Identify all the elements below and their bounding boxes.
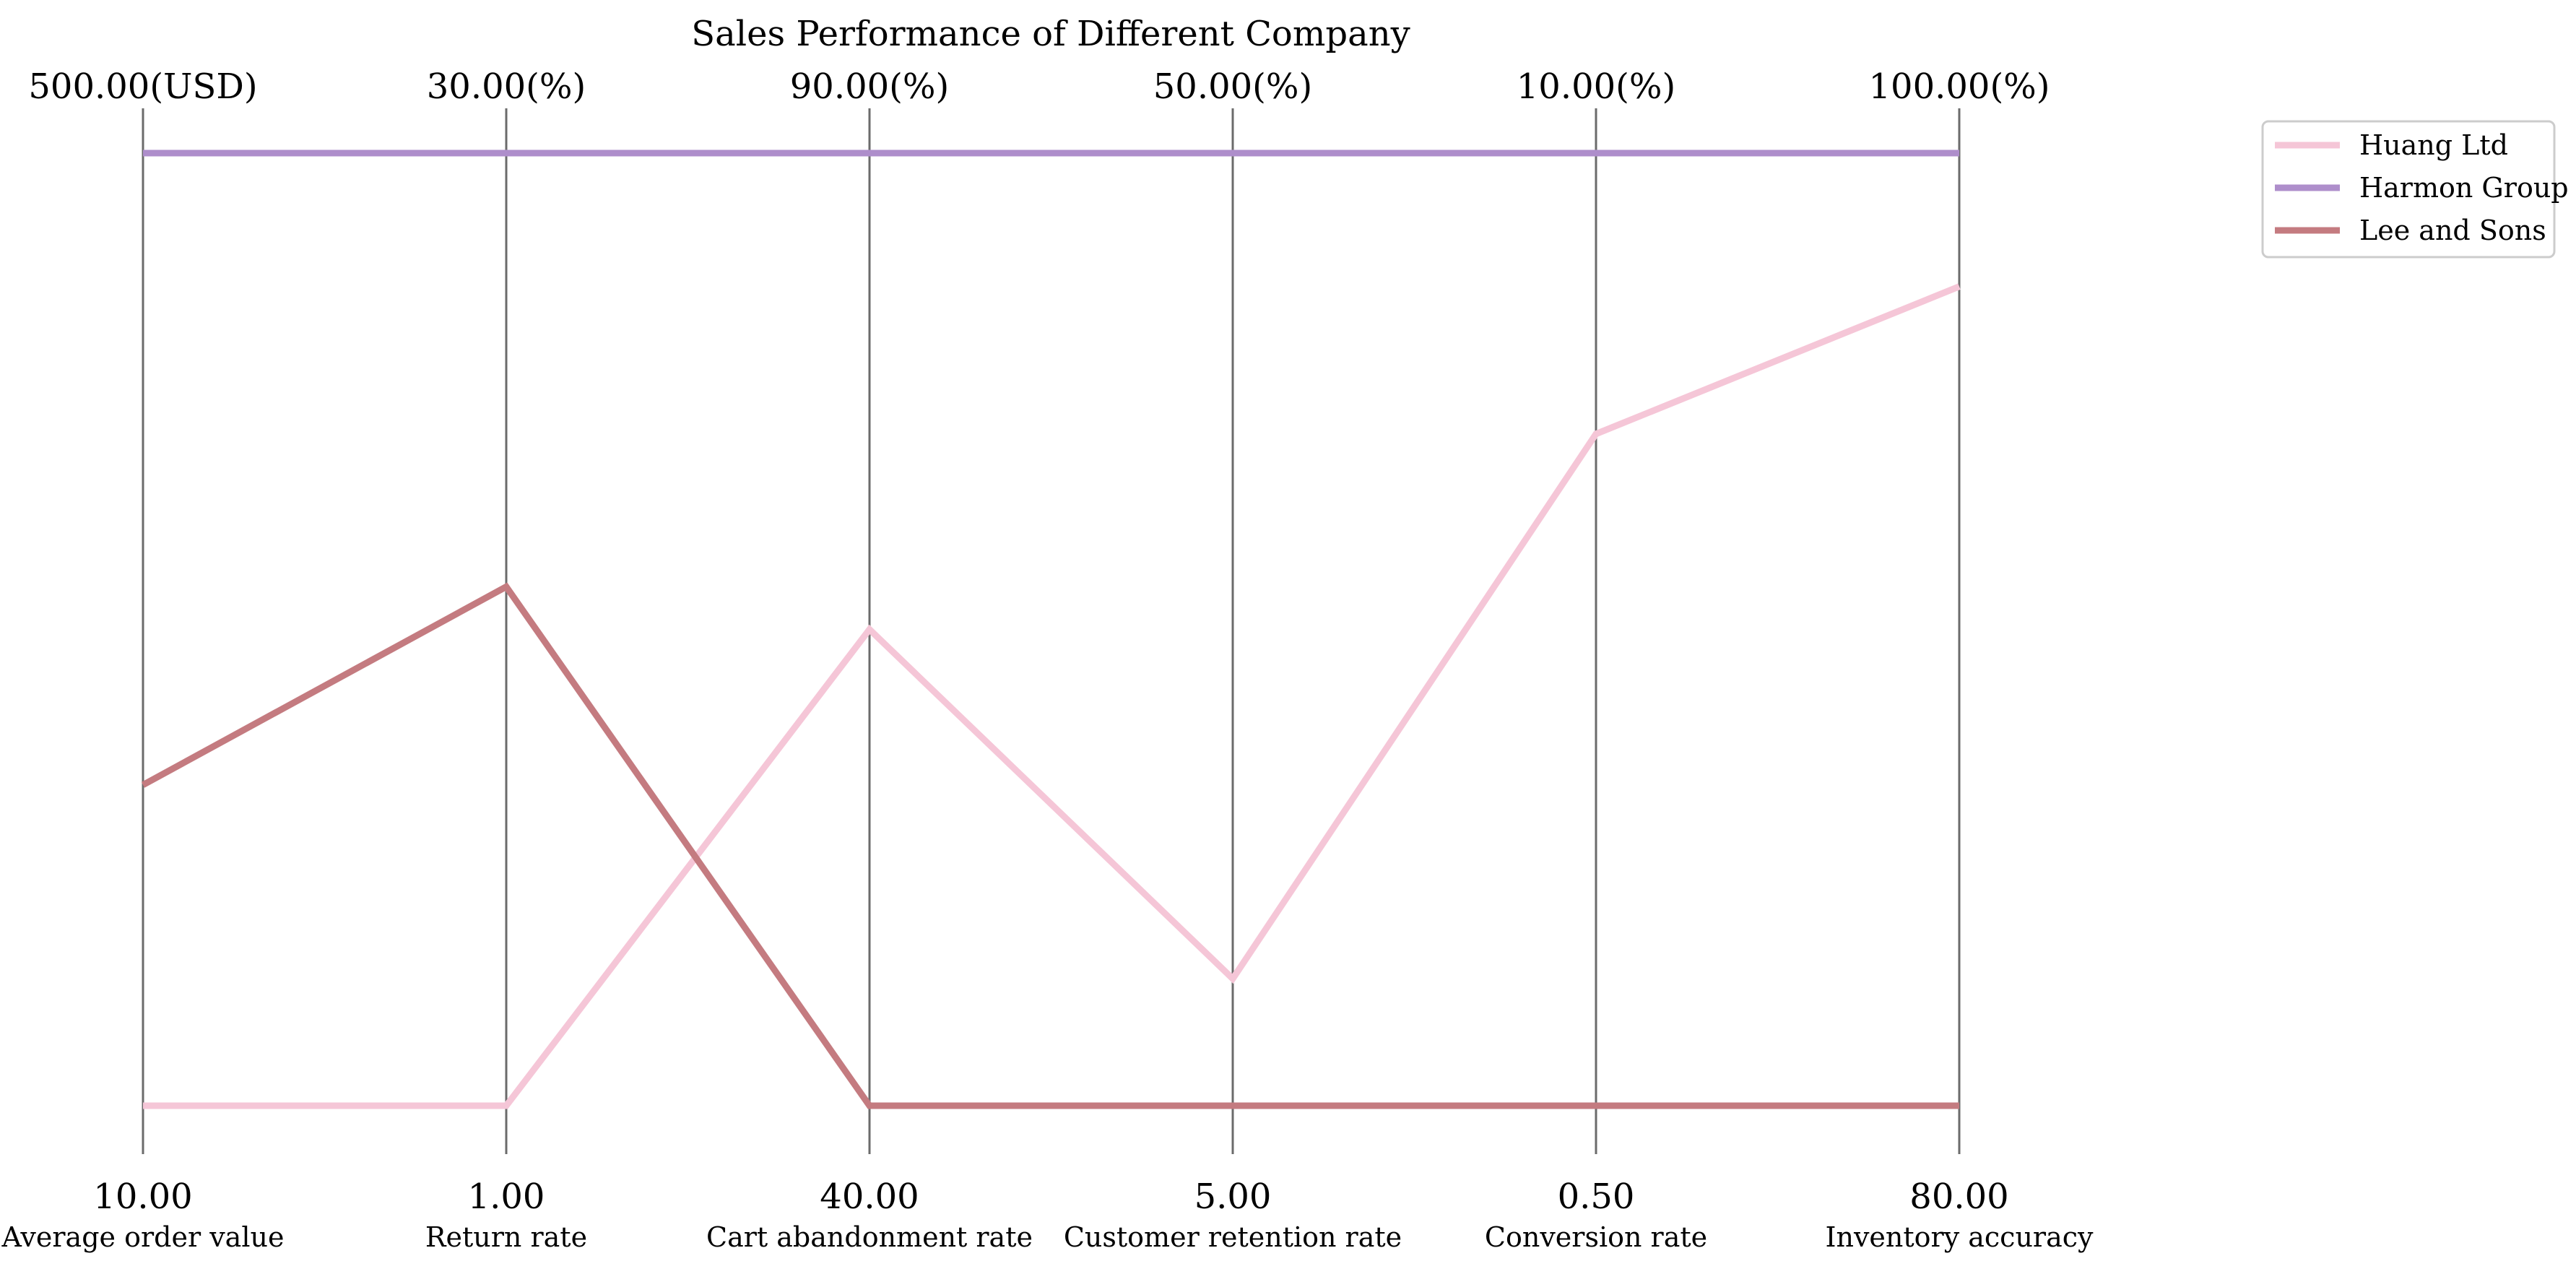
axis-min-label: 1.00	[468, 1176, 545, 1217]
series-line-huang-ltd	[143, 283, 1961, 1109]
axis-min-label: 5.00	[1194, 1176, 1272, 1217]
legend-label-lee-and-sons: Lee and Sons	[2359, 214, 2546, 246]
axis-min-label: 10.00	[93, 1176, 192, 1217]
legend-frame	[2261, 120, 2556, 259]
axis-min-label: 0.50	[1558, 1176, 1635, 1217]
chart-title: Sales Performance of Different Company	[691, 14, 1410, 54]
legend-label-huang-ltd: Huang Ltd	[2359, 129, 2508, 161]
series-line-lee-and-sons	[141, 582, 1959, 1109]
axis-name-label: Customer retention rate	[1064, 1221, 1402, 1253]
axis-name-label: Average order value	[1, 1221, 285, 1253]
axis-name-label: Conversion rate	[1485, 1221, 1707, 1253]
axes-layer: 500.00(USD) 10.00 Average order value 30.00…	[1, 66, 2094, 1253]
axis-min-label: 80.00	[1909, 1176, 2008, 1217]
axis-name-label: Inventory accuracy	[1825, 1221, 2094, 1253]
legend: Huang Ltd Harmon Group Lee and Sons	[2261, 120, 2569, 259]
axis-max-label: 50.00(%)	[1153, 66, 1312, 107]
series-layer	[141, 150, 1961, 1109]
axis-name-label: Return rate	[425, 1221, 587, 1253]
axis-max-label: 10.00(%)	[1517, 66, 1675, 107]
axis-max-label: 500.00(USD)	[28, 66, 257, 107]
axis-min-label: 40.00	[820, 1176, 919, 1217]
axis-max-label: 90.00(%)	[790, 66, 949, 107]
axis-max-label: 30.00(%)	[427, 66, 586, 107]
legend-label-harmon-group: Harmon Group	[2359, 172, 2569, 204]
axis-name-label: Cart abandonment rate	[706, 1221, 1033, 1253]
axis-max-label: 100.00(%)	[1868, 66, 2050, 107]
